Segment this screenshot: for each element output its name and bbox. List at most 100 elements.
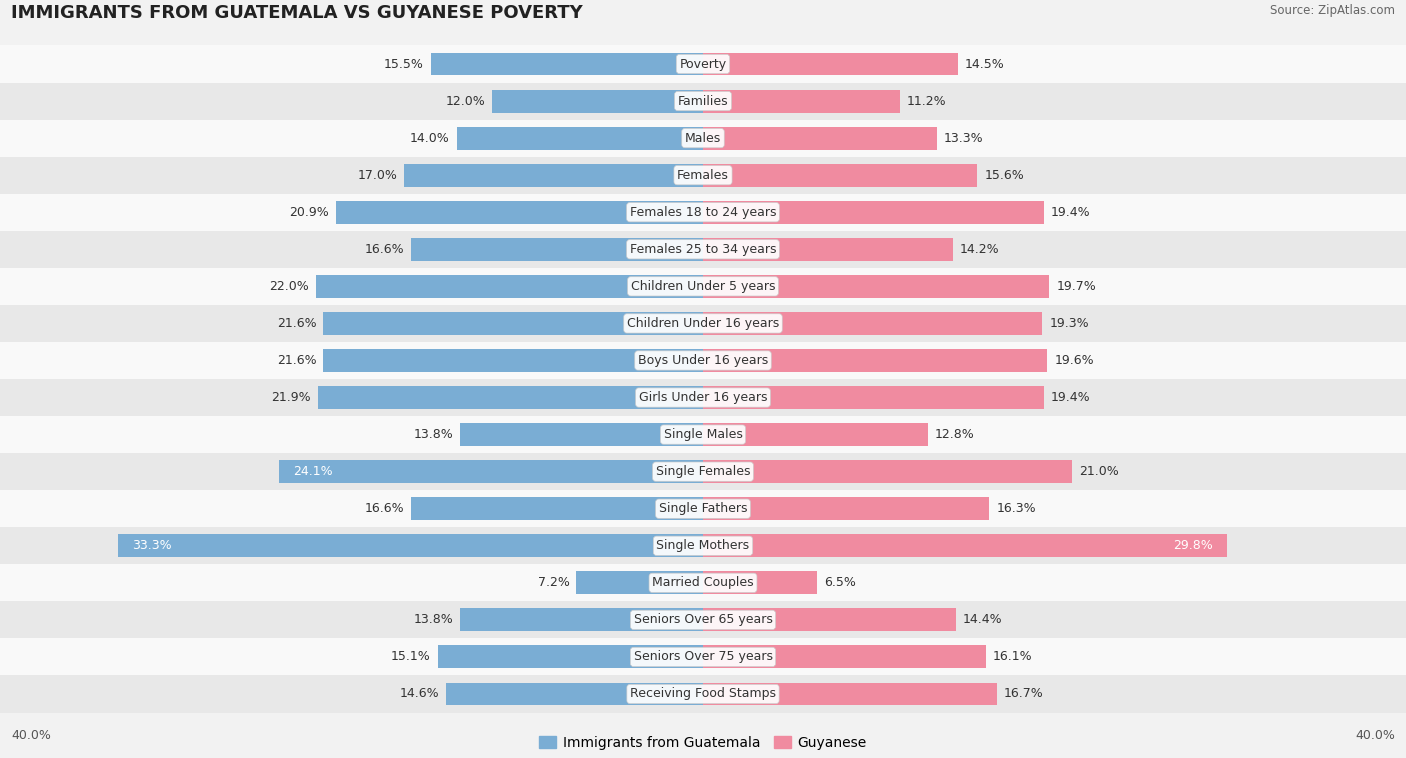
Bar xyxy=(703,275,1049,298)
Bar xyxy=(576,572,703,594)
Text: 14.5%: 14.5% xyxy=(965,58,1005,70)
Text: Seniors Over 75 years: Seniors Over 75 years xyxy=(634,650,772,663)
Text: 13.8%: 13.8% xyxy=(413,428,453,441)
Text: 29.8%: 29.8% xyxy=(1173,539,1212,553)
Text: 12.8%: 12.8% xyxy=(935,428,974,441)
Text: 21.0%: 21.0% xyxy=(1080,465,1119,478)
Bar xyxy=(703,52,957,76)
Text: Children Under 16 years: Children Under 16 years xyxy=(627,317,779,330)
Text: 16.6%: 16.6% xyxy=(364,243,405,255)
Bar xyxy=(336,201,703,224)
Bar xyxy=(0,528,1406,564)
Text: 19.6%: 19.6% xyxy=(1054,354,1094,367)
Bar xyxy=(318,386,703,409)
Bar xyxy=(703,423,928,446)
Text: 13.8%: 13.8% xyxy=(413,613,453,626)
Text: 19.4%: 19.4% xyxy=(1050,391,1091,404)
Text: 22.0%: 22.0% xyxy=(270,280,309,293)
Text: Males: Males xyxy=(685,132,721,145)
Text: 21.6%: 21.6% xyxy=(277,317,316,330)
Bar xyxy=(0,638,1406,675)
Text: Females 25 to 34 years: Females 25 to 34 years xyxy=(630,243,776,255)
Bar xyxy=(0,157,1406,194)
Text: 17.0%: 17.0% xyxy=(357,169,398,182)
Legend: Immigrants from Guatemala, Guyanese: Immigrants from Guatemala, Guyanese xyxy=(533,731,873,756)
Bar xyxy=(703,127,936,149)
Text: Poverty: Poverty xyxy=(679,58,727,70)
Bar xyxy=(0,601,1406,638)
Bar xyxy=(118,534,703,557)
Bar xyxy=(0,120,1406,157)
Bar xyxy=(280,460,703,483)
Bar xyxy=(461,609,703,631)
Bar xyxy=(703,572,817,594)
Bar xyxy=(0,379,1406,416)
Text: 40.0%: 40.0% xyxy=(11,728,51,742)
Text: 14.0%: 14.0% xyxy=(411,132,450,145)
Text: Families: Families xyxy=(678,95,728,108)
Bar xyxy=(703,238,953,261)
Text: 15.1%: 15.1% xyxy=(391,650,430,663)
Bar xyxy=(703,89,900,112)
Text: 21.9%: 21.9% xyxy=(271,391,311,404)
Bar xyxy=(412,497,703,520)
Text: IMMIGRANTS FROM GUATEMALA VS GUYANESE POVERTY: IMMIGRANTS FROM GUATEMALA VS GUYANESE PO… xyxy=(11,4,583,22)
Bar xyxy=(703,460,1073,483)
Bar xyxy=(0,416,1406,453)
Bar xyxy=(492,89,703,112)
Bar xyxy=(0,268,1406,305)
Bar xyxy=(0,230,1406,268)
Text: 21.6%: 21.6% xyxy=(277,354,316,367)
Text: Single Mothers: Single Mothers xyxy=(657,539,749,553)
Bar xyxy=(703,386,1043,409)
Text: 15.6%: 15.6% xyxy=(984,169,1024,182)
Bar xyxy=(703,349,1047,372)
Bar xyxy=(0,83,1406,120)
Bar xyxy=(457,127,703,149)
Bar xyxy=(0,453,1406,490)
Text: 14.2%: 14.2% xyxy=(960,243,1000,255)
Bar xyxy=(0,675,1406,713)
Text: 20.9%: 20.9% xyxy=(288,205,329,219)
Bar xyxy=(447,682,703,706)
Text: 19.7%: 19.7% xyxy=(1056,280,1097,293)
Text: 16.3%: 16.3% xyxy=(997,503,1036,515)
Text: Single Fathers: Single Fathers xyxy=(659,503,747,515)
Bar xyxy=(323,349,703,372)
Text: 12.0%: 12.0% xyxy=(446,95,485,108)
Text: Single Females: Single Females xyxy=(655,465,751,478)
Text: 19.3%: 19.3% xyxy=(1049,317,1088,330)
Bar xyxy=(0,45,1406,83)
Text: Receiving Food Stamps: Receiving Food Stamps xyxy=(630,688,776,700)
Bar xyxy=(703,682,997,706)
Text: 13.3%: 13.3% xyxy=(943,132,983,145)
Bar xyxy=(703,312,1042,335)
Bar xyxy=(0,342,1406,379)
Text: Source: ZipAtlas.com: Source: ZipAtlas.com xyxy=(1270,4,1395,17)
Bar xyxy=(0,305,1406,342)
Bar xyxy=(316,275,703,298)
Text: 7.2%: 7.2% xyxy=(537,576,569,589)
Text: 6.5%: 6.5% xyxy=(824,576,856,589)
Bar xyxy=(430,52,703,76)
Text: 15.5%: 15.5% xyxy=(384,58,423,70)
Text: 16.7%: 16.7% xyxy=(1004,688,1043,700)
Text: Children Under 5 years: Children Under 5 years xyxy=(631,280,775,293)
Bar xyxy=(0,564,1406,601)
Bar xyxy=(703,497,990,520)
Text: Boys Under 16 years: Boys Under 16 years xyxy=(638,354,768,367)
Bar xyxy=(0,194,1406,230)
Text: Single Males: Single Males xyxy=(664,428,742,441)
Text: 33.3%: 33.3% xyxy=(132,539,172,553)
Bar xyxy=(405,164,703,186)
Bar xyxy=(703,201,1043,224)
Bar xyxy=(0,490,1406,528)
Bar xyxy=(703,609,956,631)
Bar xyxy=(412,238,703,261)
Text: 14.4%: 14.4% xyxy=(963,613,1002,626)
Text: 11.2%: 11.2% xyxy=(907,95,946,108)
Bar xyxy=(703,534,1227,557)
Text: 14.6%: 14.6% xyxy=(399,688,439,700)
Text: 40.0%: 40.0% xyxy=(1355,728,1395,742)
Text: 16.6%: 16.6% xyxy=(364,503,405,515)
